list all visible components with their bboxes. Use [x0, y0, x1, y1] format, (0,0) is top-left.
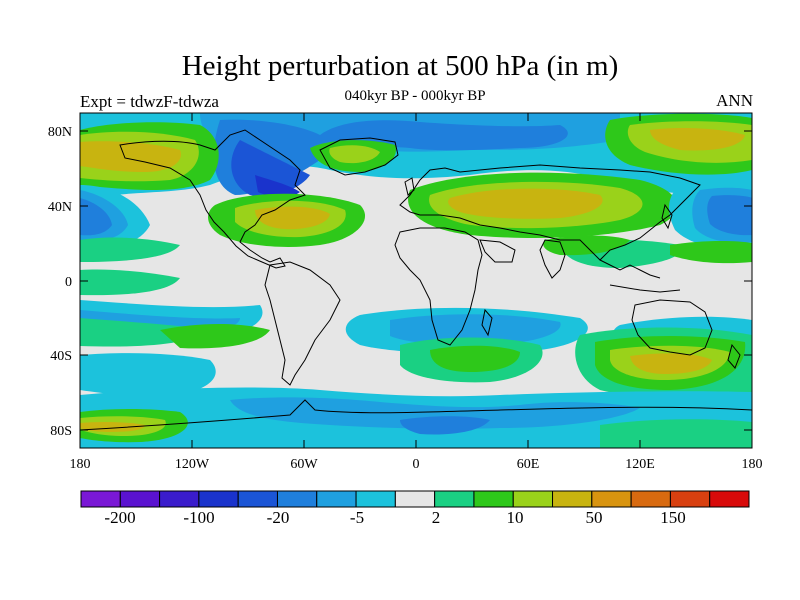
colorbar-box [434, 490, 475, 508]
colorbar-label: -20 [267, 508, 290, 527]
colorbar-label: -100 [183, 508, 214, 527]
colorbar-label: -5 [350, 508, 364, 527]
lon-tick-label: 180 [742, 457, 763, 472]
colorbar-box [159, 490, 200, 508]
colorbar-box [591, 490, 632, 508]
colorbar-box [119, 490, 161, 508]
colorbar-box [198, 490, 239, 508]
colorbar-box [669, 490, 711, 508]
colorbar-label: 10 [507, 508, 524, 527]
experiment-label: Expt = tdwzF-tdwza [80, 92, 219, 111]
lon-tick-label: 180 [70, 457, 91, 472]
lon-tick-label: 60W [290, 457, 318, 472]
colorbar-label: 150 [660, 508, 686, 527]
colorbar [80, 490, 750, 508]
season-label: ANN [716, 91, 753, 110]
chart-subtitle: 040kyr BP - 000kyr BP [344, 88, 486, 104]
colorbar-box [80, 490, 121, 508]
colorbar-box [473, 490, 514, 508]
colorbar-label: 50 [586, 508, 603, 527]
colorbar-box [276, 490, 318, 508]
coastlines [80, 129, 752, 431]
axis-ticks [80, 113, 752, 448]
colorbar-box [512, 490, 554, 508]
colorbar-box [552, 490, 593, 508]
chart-title: Height perturbation at 500 hPa (in m) [181, 50, 619, 82]
colorbar-labels: -200 -100 -20 -5 2 10 50 150 [104, 508, 685, 527]
colorbar-box [394, 490, 436, 508]
colorbar-box [630, 490, 671, 508]
colorbar-box [316, 490, 357, 508]
colorbar-label: 2 [432, 508, 441, 527]
lon-tick-label: 120E [625, 457, 655, 472]
lat-tick-label: 80S [50, 424, 72, 439]
colorbar-box [237, 490, 278, 508]
lon-tick-label: 60E [517, 457, 540, 472]
colorbar-label: -200 [104, 508, 135, 527]
lat-tick-label: 80N [48, 125, 72, 140]
lon-tick-label: 120W [175, 457, 210, 472]
height-field [80, 113, 752, 448]
colorbar-box [709, 490, 750, 508]
lat-tick-label: 40S [50, 349, 72, 364]
lon-tick-label: 0 [413, 457, 420, 472]
lat-tick-label: 0 [65, 275, 72, 290]
lat-tick-label: 40N [48, 200, 72, 215]
colorbar-box [355, 490, 396, 508]
